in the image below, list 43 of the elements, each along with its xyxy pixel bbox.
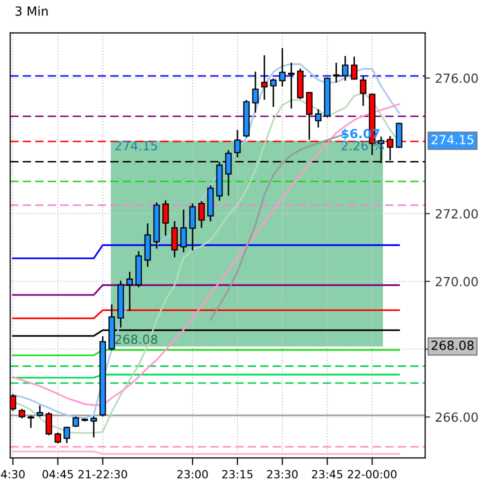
candlestick (90, 416, 97, 438)
annotation: 268.08 (115, 334, 158, 344)
x-tick-label: 23:15 (222, 470, 252, 478)
candlestick (162, 200, 169, 236)
candlestick (180, 210, 187, 252)
candlestick (288, 62, 295, 109)
y-tick-label: 270.00 (436, 276, 478, 286)
candlestick (46, 412, 52, 436)
candlestick (252, 72, 259, 113)
candlestick (270, 78, 277, 107)
candlestick (360, 76, 366, 106)
candlestick (189, 203, 196, 251)
candlestick (54, 432, 62, 444)
x-tick-label: 21-22:30 (78, 470, 128, 478)
x-tick-label: 04:45 (42, 470, 73, 478)
candlestick (126, 272, 133, 311)
x-tick-label: 23:00 (177, 470, 208, 478)
y-tick-label: 276.00 (436, 73, 478, 83)
x-tick-label: 4:30 (0, 470, 25, 478)
candlestick (342, 56, 348, 81)
candlestick (171, 221, 178, 258)
x-tick-label: 22-00:00 (348, 470, 397, 478)
candlestick (64, 426, 70, 444)
candlestick (332, 62, 340, 82)
candlestick (396, 122, 402, 148)
candlestick (306, 92, 313, 140)
candlestick (279, 48, 286, 87)
candlestick (72, 416, 80, 428)
candlestick (261, 55, 268, 100)
text: 268.08 (432, 340, 474, 350)
y-tick-label: 272.00 (436, 209, 478, 219)
candlestick (315, 109, 322, 128)
candlestick (234, 130, 241, 158)
text: 274.15 (432, 134, 474, 144)
x-tick-label: 23:45 (312, 470, 342, 478)
candlestick (36, 405, 44, 417)
candlestick (28, 416, 34, 428)
y-tick-label: 266.00 (436, 412, 478, 422)
candlestick (198, 201, 205, 228)
chart-title: 3 Min (16, 6, 48, 16)
x-tick-label: 23:30 (267, 470, 298, 478)
candlestick (350, 56, 358, 80)
annotation: 274.15 (115, 140, 158, 150)
